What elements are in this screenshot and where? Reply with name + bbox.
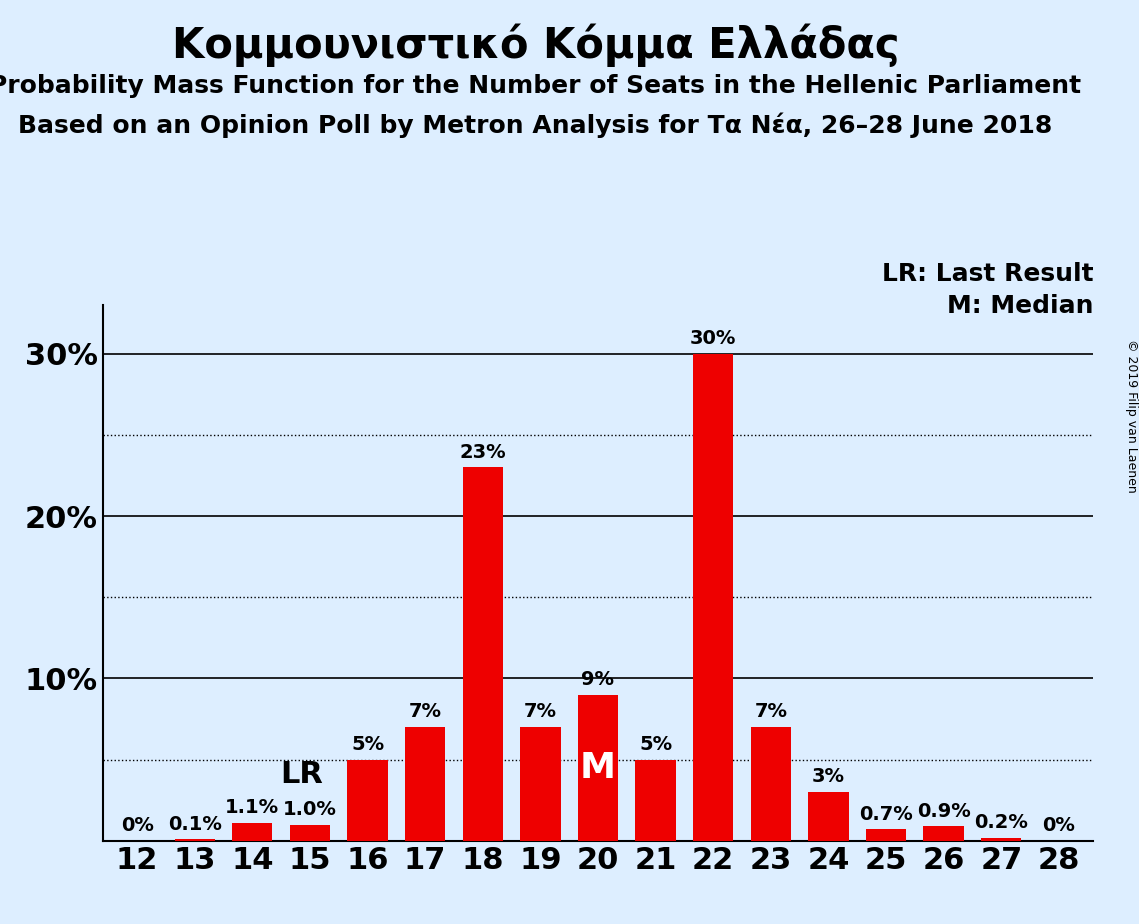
Text: 0%: 0%	[1042, 816, 1075, 835]
Text: Probability Mass Function for the Number of Seats in the Hellenic Parliament: Probability Mass Function for the Number…	[0, 74, 1081, 98]
Bar	[981, 837, 1022, 841]
Text: LR: LR	[280, 760, 322, 789]
Text: 5%: 5%	[639, 735, 672, 754]
Text: 0.9%: 0.9%	[917, 801, 970, 821]
Text: M: Median: M: Median	[947, 294, 1093, 318]
Text: 3%: 3%	[812, 768, 845, 786]
Text: Based on an Opinion Poll by Metron Analysis for Τα Νέα, 26–28 June 2018: Based on an Opinion Poll by Metron Analy…	[18, 113, 1052, 139]
Text: 23%: 23%	[459, 443, 506, 462]
Text: 30%: 30%	[690, 329, 737, 348]
Bar	[232, 823, 272, 841]
Text: 7%: 7%	[524, 702, 557, 722]
Bar	[751, 727, 790, 841]
Text: M: M	[580, 751, 616, 784]
Bar	[405, 727, 445, 841]
Text: 7%: 7%	[754, 702, 787, 722]
Text: Κομμουνιστικό Κόμμα Ελλάδας: Κομμουνιστικό Κόμμα Ελλάδας	[172, 23, 899, 67]
Text: 1.0%: 1.0%	[282, 800, 337, 819]
Text: 0%: 0%	[121, 816, 154, 835]
Bar	[289, 824, 330, 841]
Text: 0.7%: 0.7%	[859, 805, 913, 824]
Bar	[809, 792, 849, 841]
Bar	[636, 760, 675, 841]
Bar	[347, 760, 387, 841]
Bar	[693, 354, 734, 841]
Text: 9%: 9%	[582, 670, 614, 689]
Text: © 2019 Filip van Laenen: © 2019 Filip van Laenen	[1124, 339, 1138, 492]
Text: 1.1%: 1.1%	[226, 798, 279, 818]
Bar	[577, 695, 618, 841]
Text: 7%: 7%	[409, 702, 442, 722]
Text: 5%: 5%	[351, 735, 384, 754]
Bar	[462, 468, 503, 841]
Bar	[521, 727, 560, 841]
Text: 0.2%: 0.2%	[974, 813, 1029, 832]
Text: LR: Last Result: LR: Last Result	[882, 262, 1093, 286]
Bar	[924, 826, 964, 841]
Bar	[866, 830, 907, 841]
Text: 0.1%: 0.1%	[167, 815, 222, 833]
Bar	[174, 839, 215, 841]
